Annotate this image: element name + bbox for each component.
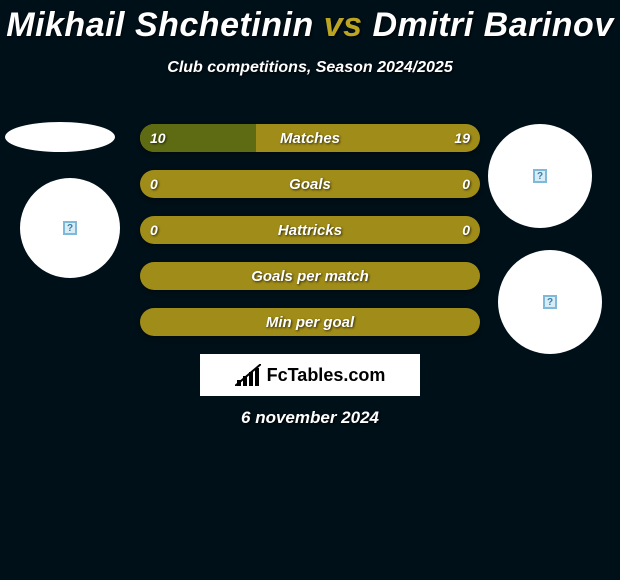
- date-text: 6 november 2024: [0, 408, 620, 428]
- stat-bar-hattricks: 0 Hattricks 0: [140, 216, 480, 244]
- brand-box: FcTables.com: [200, 354, 420, 396]
- stat-right-value: 0: [462, 176, 470, 192]
- decor-ellipse: [5, 122, 115, 152]
- stat-bar-goals: 0 Goals 0: [140, 170, 480, 198]
- stat-label: Goals per match: [251, 268, 369, 285]
- stat-bar-goals-per-match: Goals per match: [140, 262, 480, 290]
- stat-bars: 10 Matches 19 0 Goals 0 0 Hattricks 0 Go…: [140, 124, 480, 354]
- stat-left-value: 0: [150, 176, 158, 192]
- vs-text: vs: [324, 6, 363, 44]
- stat-right-value: 0: [462, 222, 470, 238]
- stat-label: Hattricks: [278, 222, 342, 239]
- stat-right-value: 19: [454, 130, 470, 146]
- stat-bar-matches: 10 Matches 19: [140, 124, 480, 152]
- brand-text: FcTables.com: [267, 365, 386, 386]
- player2-badge: ?: [488, 124, 592, 228]
- placeholder-icon: ?: [533, 169, 547, 183]
- player1-badge: ?: [20, 178, 120, 278]
- stat-left-value: 10: [150, 130, 166, 146]
- player2-name: Dmitri Barinov: [372, 6, 613, 44]
- stat-left-value: 0: [150, 222, 158, 238]
- player2-club-badge: ?: [498, 250, 602, 354]
- placeholder-icon: ?: [63, 221, 77, 235]
- stat-label: Goals: [289, 176, 331, 193]
- subtitle: Club competitions, Season 2024/2025: [0, 59, 620, 77]
- placeholder-icon: ?: [543, 295, 557, 309]
- stat-label: Min per goal: [266, 314, 354, 331]
- stat-bar-min-per-goal: Min per goal: [140, 308, 480, 336]
- player1-name: Mikhail Shchetinin: [6, 6, 313, 44]
- stat-label: Matches: [280, 130, 340, 147]
- comparison-title: Mikhail Shchetinin vs Dmitri Barinov: [0, 0, 620, 45]
- brand-chart-icon: [235, 364, 261, 386]
